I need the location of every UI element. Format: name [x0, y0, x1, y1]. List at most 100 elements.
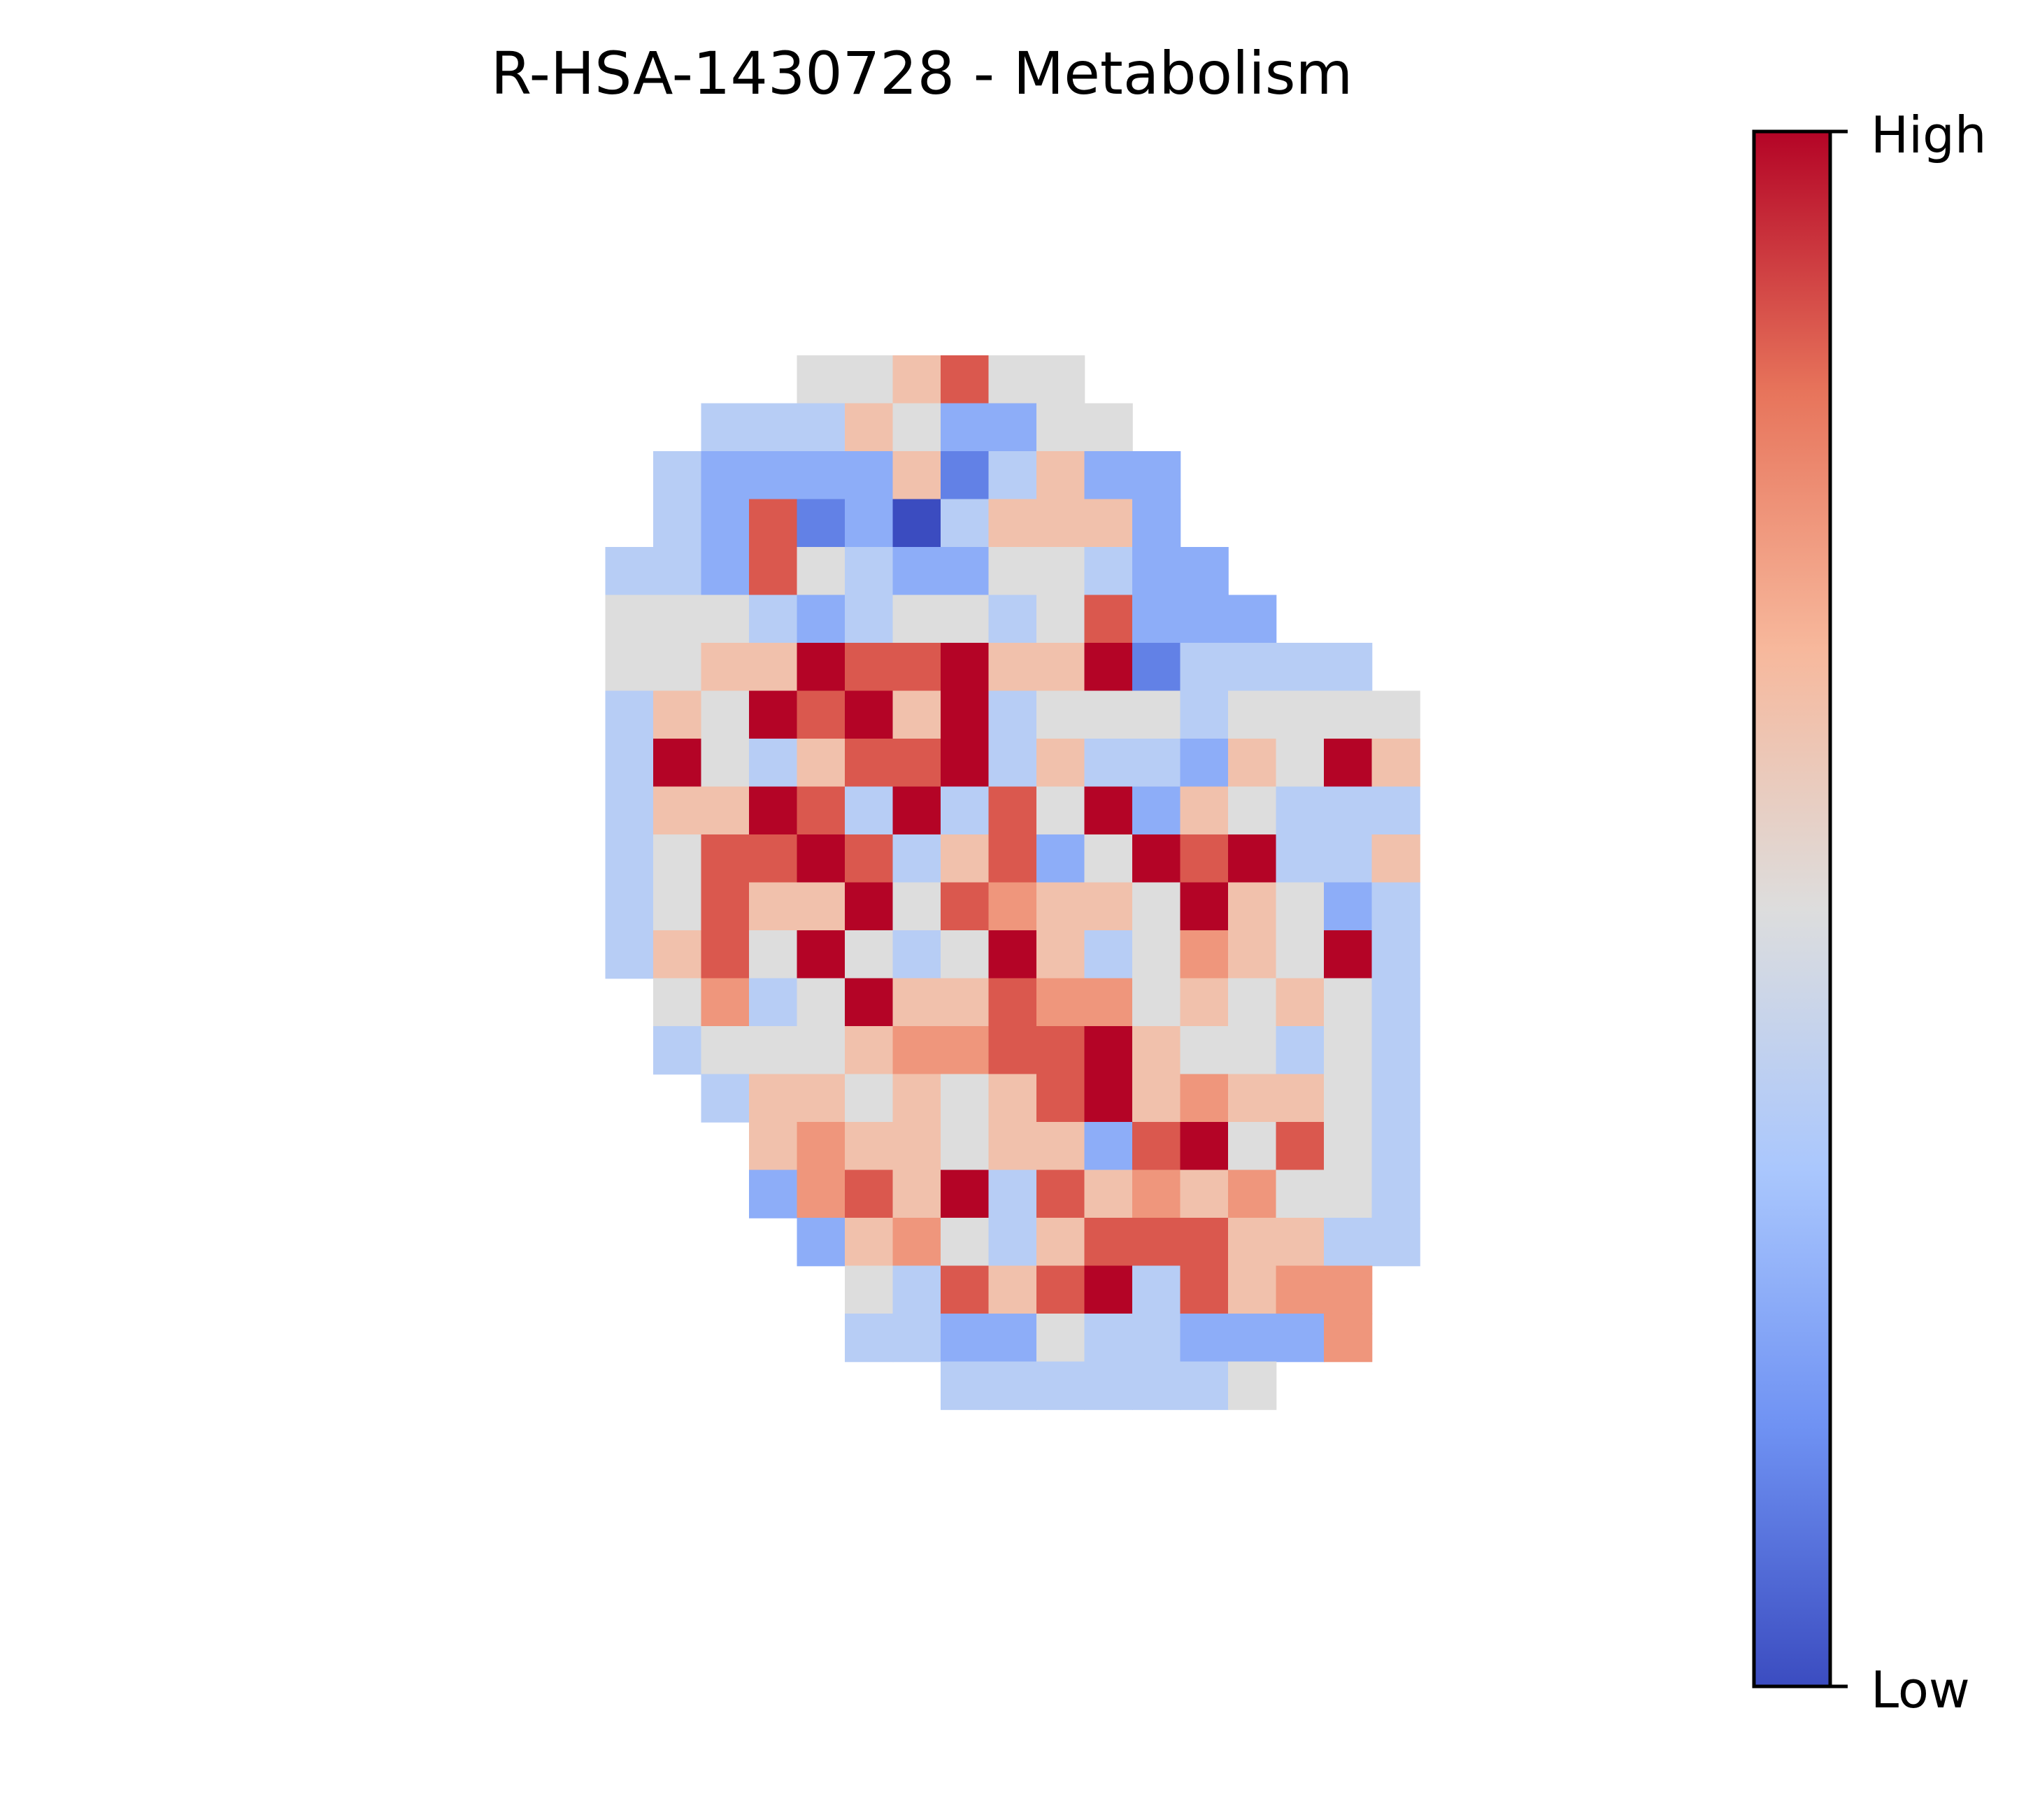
heatmap-cell: [1180, 643, 1229, 692]
heatmap-cell: [1180, 1122, 1229, 1171]
heatmap-cell: [845, 1026, 894, 1075]
heatmap-cell: [941, 882, 990, 931]
heatmap-cell: [749, 834, 798, 883]
heatmap-cell: [1084, 451, 1133, 500]
heatmap-cell: [1084, 643, 1133, 692]
heatmap-cell: [988, 978, 1037, 1027]
heatmap-cell: [1036, 643, 1085, 692]
heatmap-cell: [1371, 690, 1420, 739]
heatmap-cell: [845, 690, 894, 739]
heatmap-cell: [941, 1361, 990, 1410]
heatmap-cell: [605, 882, 654, 931]
heatmap-cell: [1324, 739, 1373, 788]
heatmap-cell: [941, 1026, 990, 1075]
heatmap-cell: [1132, 834, 1181, 883]
heatmap-cell: [988, 882, 1037, 931]
heatmap-cell: [1276, 834, 1325, 883]
heatmap-cell: [1276, 786, 1325, 835]
chart-title: R-HSA-1430728 - Metabolism: [491, 39, 1353, 108]
heatmap-cell: [1228, 643, 1277, 692]
heatmap-cell: [1132, 930, 1181, 979]
heatmap-cell: [1036, 882, 1085, 931]
heatmap-cell: [749, 1074, 798, 1123]
heatmap-cell: [1084, 1314, 1133, 1363]
heatmap-cell: [1084, 1026, 1133, 1075]
heatmap-cell: [797, 1026, 846, 1075]
heatmap-cell: [988, 403, 1037, 452]
heatmap-cell: [1180, 595, 1229, 644]
heatmap-cell: [988, 595, 1037, 644]
heatmap-cell: [1180, 882, 1229, 931]
heatmap-cell: [1371, 1170, 1420, 1218]
heatmap-cell: [701, 690, 750, 739]
heatmap-cell: [1228, 1314, 1277, 1363]
heatmap-cell: [1276, 643, 1325, 692]
heatmap-cell: [1180, 739, 1229, 788]
heatmap-cell: [1036, 595, 1085, 644]
heatmap-cell: [605, 595, 654, 644]
heatmap-cell: [1132, 595, 1181, 644]
heatmap-cell: [892, 930, 941, 979]
heatmap-cell: [797, 355, 846, 404]
heatmap-cell: [653, 547, 702, 596]
heatmap-cell: [653, 499, 702, 548]
heatmap-cell: [1276, 930, 1325, 979]
heatmap-cell: [1371, 1026, 1420, 1075]
heatmap-cell: [701, 882, 750, 931]
heatmap-cell: [749, 690, 798, 739]
heatmap-cell: [797, 547, 846, 596]
heatmap-cell: [749, 1122, 798, 1171]
heatmap-cell: [1228, 690, 1277, 739]
heatmap-cell: [1036, 834, 1085, 883]
heatmap-cell: [892, 643, 941, 692]
heatmap-cell: [892, 1026, 941, 1075]
heatmap-cell: [1084, 1361, 1133, 1410]
heatmap-cell: [988, 690, 1037, 739]
heatmap-cell: [845, 1122, 894, 1171]
heatmap-cell: [749, 786, 798, 835]
heatmap-cell: [701, 1026, 750, 1075]
heatmap-cell: [845, 1218, 894, 1267]
heatmap-cell: [845, 1314, 894, 1363]
heatmap-cell: [1036, 1218, 1085, 1267]
heatmap-cell: [892, 834, 941, 883]
heatmap-cell: [701, 1074, 750, 1123]
heatmap-cell: [1324, 1026, 1373, 1075]
heatmap-cell: [797, 403, 846, 452]
colorbar: High Low: [1752, 106, 1986, 1719]
heatmap-cell: [1036, 1314, 1085, 1363]
heatmap-cell: [1132, 1265, 1181, 1314]
heatmap-cell: [1228, 1026, 1277, 1075]
heatmap-cell: [1180, 834, 1229, 883]
heatmap-cell: [1228, 1218, 1277, 1267]
heatmap-cell: [749, 739, 798, 788]
heatmap-cell: [988, 547, 1037, 596]
heatmap-cell: [1036, 1026, 1085, 1075]
heatmap-cell: [1180, 1314, 1229, 1363]
heatmap-cell: [1084, 1265, 1133, 1314]
heatmap-cell: [1036, 786, 1085, 835]
heatmap-cell: [701, 451, 750, 500]
heatmap-cell: [988, 355, 1037, 404]
heatmap-cell: [797, 499, 846, 548]
heatmap-cell: [1276, 1074, 1325, 1123]
heatmap-cell: [1276, 1170, 1325, 1218]
heatmap-cell: [845, 1170, 894, 1218]
heatmap-cell: [892, 1314, 941, 1363]
heatmap-cell: [1228, 978, 1277, 1027]
heatmap-cell: [605, 786, 654, 835]
heatmap-cell: [1132, 1170, 1181, 1218]
heatmap-cell: [988, 786, 1037, 835]
heatmap-cell: [1132, 451, 1181, 500]
heatmap-cell: [941, 1074, 990, 1123]
heatmap-cell: [1132, 1074, 1181, 1123]
heatmap-cell: [1036, 1122, 1085, 1171]
heatmap-cell: [1036, 451, 1085, 500]
heatmap-cell: [845, 499, 894, 548]
heatmap-cell: [1371, 1074, 1420, 1123]
heatmap-cell: [1180, 930, 1229, 979]
heatmap-cell: [941, 355, 990, 404]
heatmap-cell: [1132, 1218, 1181, 1267]
heatmap-cell: [653, 882, 702, 931]
